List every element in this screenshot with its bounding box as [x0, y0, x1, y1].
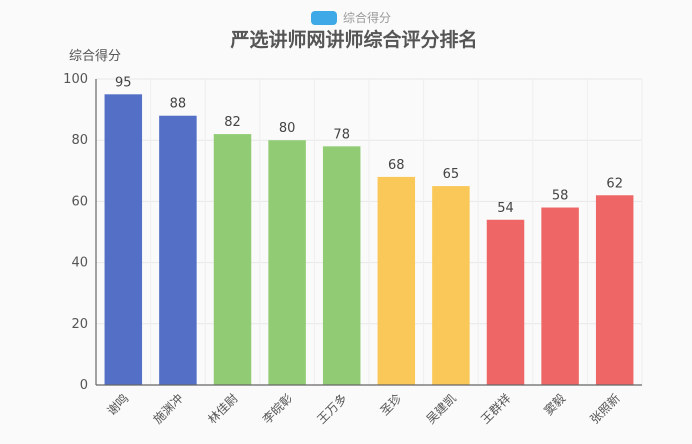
- legend[interactable]: 综合得分: [311, 10, 391, 25]
- y-tick-label: 0: [80, 378, 88, 393]
- bars-group: [104, 94, 634, 386]
- y-tick-label: 100: [63, 72, 88, 87]
- y-axis-label: 综合得分: [69, 48, 121, 64]
- x-tick-label: 王万多: [314, 391, 349, 426]
- x-tick-label: 施渊冲: [150, 391, 186, 427]
- bar-value-label: 62: [606, 176, 623, 191]
- bar[interactable]: [104, 94, 143, 386]
- bar-value-label: 95: [115, 75, 132, 90]
- bar-value-label: 68: [388, 158, 405, 173]
- bar[interactable]: [541, 207, 579, 385]
- chart-title: 严选讲师网讲师综合评分排名: [230, 28, 477, 51]
- y-tick-label: 60: [71, 194, 88, 209]
- x-tick-label: 吴建凯: [424, 391, 459, 426]
- x-tick-label: 张照新: [587, 391, 623, 427]
- x-axis-ticks: 谢鸣 施渊冲 林佳尉 李皖彰 王万多 圣珍 吴建凯 王群祥 窦毅 张照新: [104, 391, 623, 427]
- bar-value-label: 65: [443, 167, 460, 182]
- bar-value-label: 88: [170, 97, 187, 112]
- bar[interactable]: [432, 186, 470, 385]
- bar-value-label: 58: [552, 189, 569, 204]
- bar-value-label: 78: [333, 127, 350, 142]
- y-tick-label: 80: [71, 133, 88, 148]
- x-tick-label: 谢鸣: [104, 391, 132, 419]
- y-tick-label: 20: [71, 317, 88, 332]
- bar[interactable]: [322, 146, 361, 385]
- bar[interactable]: [213, 134, 252, 385]
- x-tick-label: 王群祥: [478, 391, 513, 426]
- bar[interactable]: [595, 195, 634, 385]
- data-labels-group: 95 88 82 80 78 68 65 54 58 62: [115, 75, 623, 215]
- y-tick-label: 40: [71, 256, 88, 271]
- bar-value-label: 54: [497, 201, 514, 216]
- y-axis-ticks: 0 20 40 60 80 100: [63, 72, 88, 393]
- x-tick-label: 林佳尉: [205, 391, 241, 427]
- bar[interactable]: [377, 176, 416, 385]
- bar-value-label: 80: [279, 121, 296, 136]
- x-tick-label: 李皖彰: [259, 391, 295, 427]
- bar-value-label: 82: [224, 115, 241, 130]
- x-tick-label: 窦毅: [541, 391, 569, 419]
- bar[interactable]: [159, 115, 197, 385]
- legend-swatch[interactable]: [311, 11, 337, 25]
- legend-label[interactable]: 综合得分: [343, 10, 391, 25]
- bar[interactable]: [268, 140, 306, 385]
- bar[interactable]: [486, 219, 525, 385]
- x-tick-label: 圣珍: [378, 391, 405, 418]
